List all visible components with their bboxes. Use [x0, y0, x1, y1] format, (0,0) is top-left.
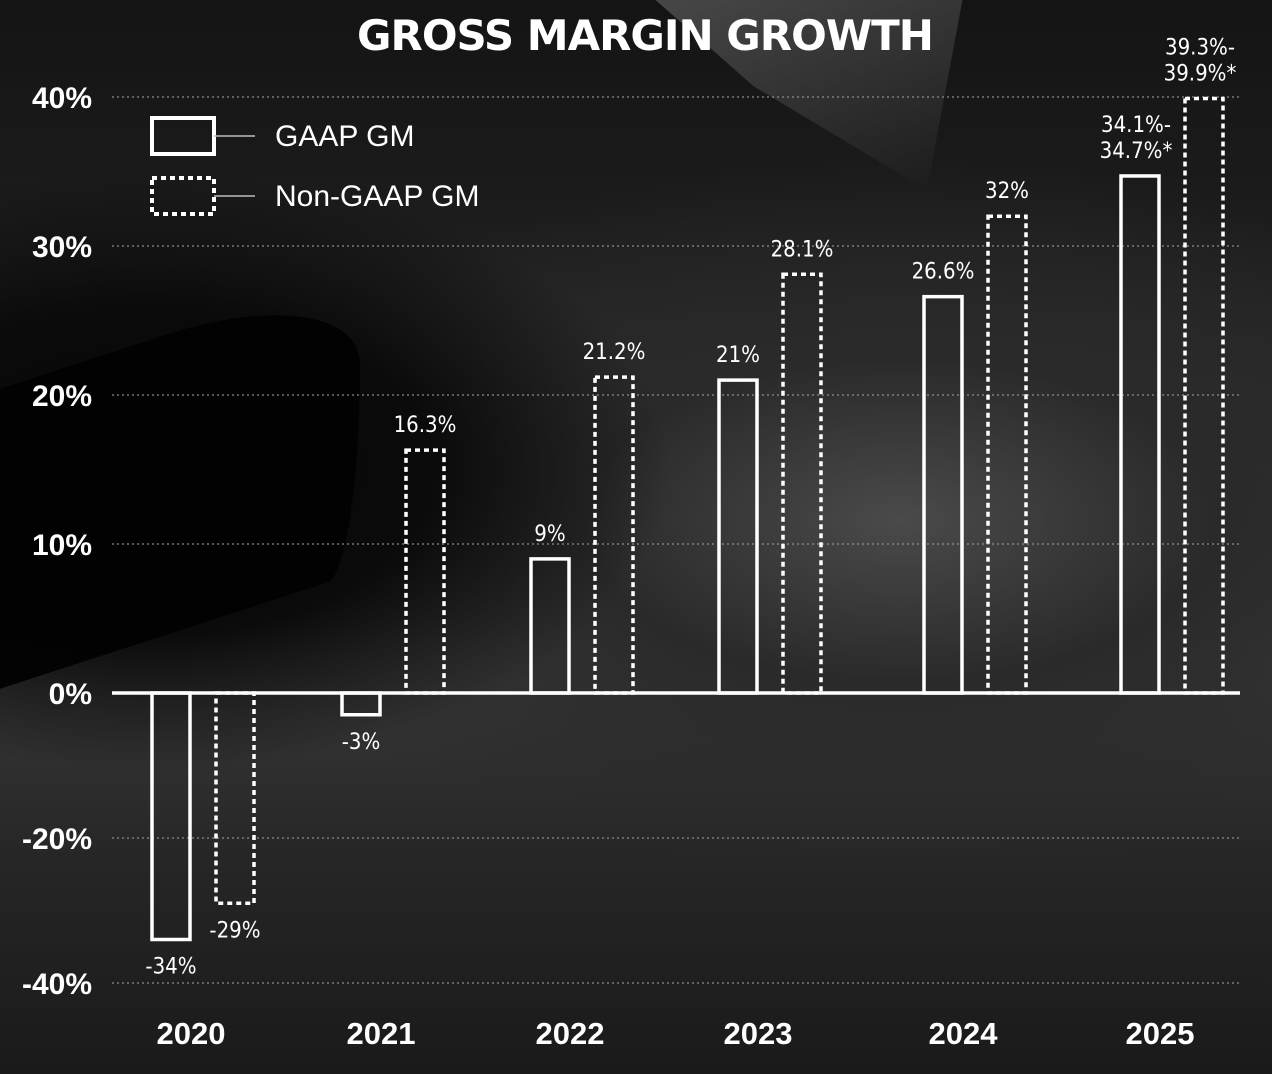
- data-label: 32%: [985, 179, 1029, 204]
- x-tick-label: 2025: [1126, 1016, 1195, 1051]
- x-tick-label: 2021: [347, 1016, 416, 1051]
- data-label: -3%: [342, 730, 381, 755]
- grid-lines: [112, 97, 1240, 983]
- y-tick-label: 0%: [49, 678, 92, 711]
- gaap-bar-2025: [1121, 176, 1159, 693]
- non-gaap-bar-2022: [595, 377, 633, 693]
- x-axis-ticks: 2020 2021 2022 2023 2024 2025: [157, 1016, 1195, 1051]
- data-label: 9%: [534, 522, 565, 547]
- x-tick-label: 2020: [157, 1016, 226, 1051]
- bars: [152, 98, 1223, 939]
- gaap-bar-2022: [531, 559, 569, 693]
- data-label: 34.1%-34.7%*: [1100, 113, 1173, 164]
- gaap-bar-2023: [719, 380, 757, 693]
- data-label: 21.2%: [583, 340, 646, 365]
- gaap-bar-2020: [152, 693, 190, 940]
- y-tick-label: -20%: [22, 823, 92, 856]
- y-tick-label: 10%: [32, 529, 92, 562]
- chart-title: GROSS MARGIN GROWTH: [357, 11, 933, 60]
- legend-swatch-non-gaap: [152, 178, 214, 214]
- non-gaap-bar-2024: [988, 216, 1026, 693]
- data-label: -29%: [209, 918, 260, 943]
- data-label: 28.1%: [771, 237, 834, 262]
- data-label: 16.3%: [394, 413, 457, 438]
- chart-canvas: GROSS MARGIN GROWTH 40% 30% 20% 10% 0% -20% -4…: [0, 0, 1272, 1074]
- data-label: 26.6%: [912, 260, 975, 285]
- legend-label: Non-GAAP GM: [275, 180, 480, 213]
- non-gaap-bar-2023: [783, 274, 821, 693]
- y-axis-ticks: 40% 30% 20% 10% 0% -20% -40%: [22, 82, 92, 1001]
- legend-label: GAAP GM: [275, 120, 414, 153]
- y-tick-label: -40%: [22, 968, 92, 1001]
- y-tick-label: 30%: [32, 231, 92, 264]
- legend-swatch-gaap: [152, 118, 214, 154]
- y-tick-label: 40%: [32, 82, 92, 115]
- legend: GAAP GM Non-GAAP GM: [152, 118, 480, 214]
- x-tick-label: 2023: [724, 1016, 793, 1051]
- non-gaap-bar-2020: [216, 693, 254, 903]
- gaap-bar-2021: [342, 693, 380, 715]
- y-tick-label: 20%: [32, 380, 92, 413]
- data-label: 21%: [716, 343, 760, 368]
- gross-margin-chart: GROSS MARGIN GROWTH 40% 30% 20% 10% 0% -20% -4…: [0, 0, 1272, 1074]
- x-tick-label: 2022: [536, 1016, 605, 1051]
- data-label: -34%: [145, 955, 196, 980]
- non-gaap-bar-2021: [406, 450, 444, 693]
- x-tick-label: 2024: [929, 1016, 999, 1051]
- gaap-bar-2024: [924, 297, 962, 693]
- data-label: 39.3%-39.9%*: [1164, 35, 1237, 86]
